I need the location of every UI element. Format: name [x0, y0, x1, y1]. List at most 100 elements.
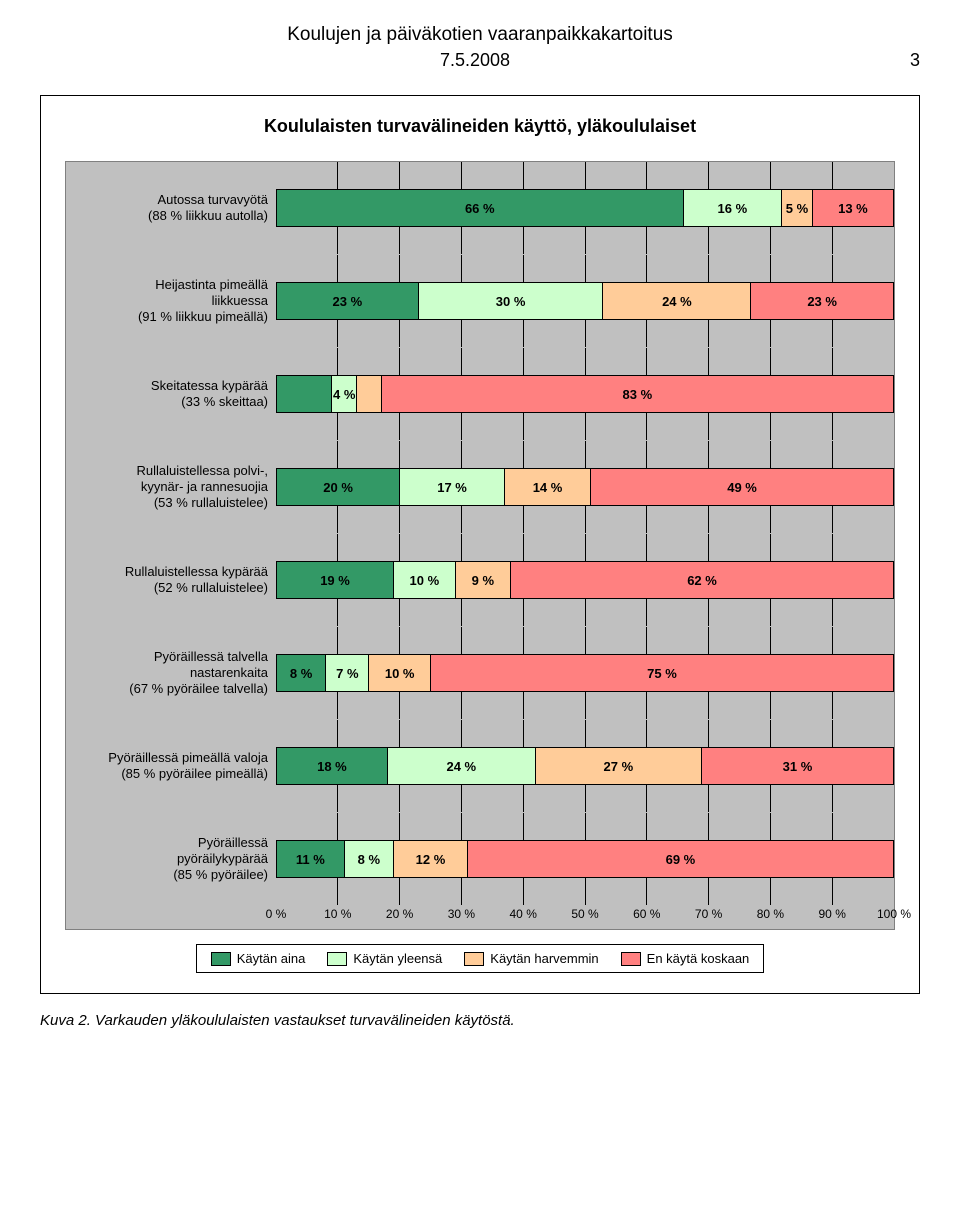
row-label: Heijastinta pimeälläliikkuessa(91 % liik…: [66, 255, 276, 347]
legend-box: Käytän aina Käytän yleensä Käytän harvemmi…: [196, 944, 765, 973]
document-title: Koulujen ja päiväkotien vaaranpaikkakart…: [40, 24, 920, 46]
chart-row: Skeitatessa kypärää(33 % skeittaa) 4 % 83 …: [66, 348, 894, 441]
bar-segment: 17 %: [400, 469, 505, 505]
stacked-bar: 18 %24 %27 %31 %: [276, 747, 894, 785]
chart-caption: Kuva 2. Varkauden yläkoululaisten vastau…: [40, 1012, 920, 1029]
stacked-bar: 20 %17 %14 %49 %: [276, 468, 894, 506]
bar-segment: 13 %: [813, 190, 893, 226]
chart-plot: Autossa turvavyötä(88 % liikkuu autolla)…: [65, 161, 895, 930]
bar-segment: 49 %: [591, 469, 893, 505]
stacked-bar: 8 %7 %10 %75 %: [276, 654, 894, 692]
legend-swatch: [211, 952, 231, 966]
bar-segment: 24 %: [388, 748, 536, 784]
bar-segment: 4 %: [332, 376, 357, 412]
bar-segment: 12 %: [394, 841, 468, 877]
chart-x-axis: 0 %10 %20 %30 %40 %50 %60 %70 %80 %90 %1…: [66, 905, 894, 929]
bar-segment: 9 %: [456, 562, 511, 598]
bar-segment: 10 %: [369, 655, 431, 691]
bar-segment: 66 %: [277, 190, 684, 226]
page: Koulujen ja päiväkotien vaaranpaikkakart…: [0, 0, 960, 1069]
row-plot: 8 %7 %10 %75 %: [276, 627, 894, 719]
row-plot: 66 %16 %5 %13 %: [276, 162, 894, 254]
chart-container: Koululaisten turvavälineiden käyttö, ylä…: [40, 95, 920, 994]
chart-row: Pyöräillessä pimeällä valoja(85 % pyöräi…: [66, 720, 894, 813]
chart-row: Rullaluistellessa polvi-,kyynär- ja rann…: [66, 441, 894, 534]
stacked-bar: 11 %8 %12 %69 %: [276, 840, 894, 878]
bar-segment: 14 %: [505, 469, 591, 505]
row-label: Autossa turvavyötä(88 % liikkuu autolla): [66, 162, 276, 254]
row-label: Pyöräillessä pimeällä valoja(85 % pyöräi…: [66, 720, 276, 812]
row-plot: 20 %17 %14 %49 %: [276, 441, 894, 533]
bar-segment: 16 %: [684, 190, 783, 226]
document-subheader: 7.5.2008 3: [40, 50, 920, 71]
legend-label: Käytän yleensä: [353, 951, 442, 966]
axis-tick: 10 %: [324, 907, 351, 921]
bar-segment: 5 %: [782, 190, 813, 226]
bar-segment: 62 %: [511, 562, 893, 598]
bar-segment: 69 %: [468, 841, 893, 877]
chart-row: Heijastinta pimeälläliikkuessa(91 % liik…: [66, 255, 894, 348]
row-plot: 19 %10 %9 %62 %: [276, 534, 894, 626]
row-label: Rullaluistellessa polvi-,kyynär- ja rann…: [66, 441, 276, 533]
row-label: Pyöräillessä talvellanastarenkaita(67 % …: [66, 627, 276, 719]
legend-label: Käytän aina: [237, 951, 306, 966]
axis-tick: 60 %: [633, 907, 660, 921]
bar-segment: 8 %: [345, 841, 394, 877]
bar-segment: 24 %: [603, 283, 751, 319]
stacked-bar: 23 %30 %24 %23 %: [276, 282, 894, 320]
axis-tick: 30 %: [448, 907, 475, 921]
row-plot: 18 %24 %27 %31 %: [276, 720, 894, 812]
chart-row: Rullaluistellessa kypärää(52 % rullaluis…: [66, 534, 894, 627]
legend-item: En käytä koskaan: [621, 951, 750, 966]
row-label: Pyöräillessäpyöräilykypärää(85 % pyöräil…: [66, 813, 276, 905]
axis-tick: 90 %: [819, 907, 846, 921]
document-date: 7.5.2008: [440, 50, 510, 71]
legend-swatch: [464, 952, 484, 966]
row-plot: 23 %30 %24 %23 %: [276, 255, 894, 347]
legend-swatch: [621, 952, 641, 966]
bar-segment: 83 %: [382, 376, 893, 412]
bar-segment: 7 %: [326, 655, 369, 691]
bar-segment: 75 %: [431, 655, 893, 691]
legend-label: En käytä koskaan: [647, 951, 750, 966]
chart-row: Autossa turvavyötä(88 % liikkuu autolla)…: [66, 162, 894, 255]
legend-item: Käytän aina: [211, 951, 306, 966]
page-number: 3: [910, 50, 920, 71]
bar-segment: 23 %: [751, 283, 893, 319]
chart-title: Koululaisten turvavälineiden käyttö, ylä…: [65, 116, 895, 137]
axis-pad: [66, 905, 276, 929]
bar-segment: 10 %: [394, 562, 456, 598]
bar-segment: [357, 376, 382, 412]
axis-ticks: 0 %10 %20 %30 %40 %50 %60 %70 %80 %90 %1…: [276, 905, 894, 929]
axis-tick: 80 %: [757, 907, 784, 921]
axis-tick: 70 %: [695, 907, 722, 921]
bar-segment: 8 %: [277, 655, 326, 691]
stacked-bar: 66 %16 %5 %13 %: [276, 189, 894, 227]
legend-item: Käytän yleensä: [327, 951, 442, 966]
bar-segment: 18 %: [277, 748, 388, 784]
axis-tick: 40 %: [510, 907, 537, 921]
chart-legend: Käytän aina Käytän yleensä Käytän harvemmi…: [65, 930, 895, 973]
row-plot: 11 %8 %12 %69 %: [276, 813, 894, 905]
stacked-bar: 4 % 83 %: [276, 375, 894, 413]
chart-row: Pyöräillessäpyöräilykypärää(85 % pyöräil…: [66, 813, 894, 905]
axis-tick: 50 %: [571, 907, 598, 921]
bar-segment: 20 %: [277, 469, 400, 505]
bar-segment: 31 %: [702, 748, 893, 784]
chart-rows: Autossa turvavyötä(88 % liikkuu autolla)…: [66, 162, 894, 905]
row-plot: 4 % 83 %: [276, 348, 894, 440]
axis-tick: 20 %: [386, 907, 413, 921]
row-label: Skeitatessa kypärää(33 % skeittaa): [66, 348, 276, 440]
stacked-bar: 19 %10 %9 %62 %: [276, 561, 894, 599]
bar-segment: 27 %: [536, 748, 702, 784]
bar-segment: 19 %: [277, 562, 394, 598]
row-label: Rullaluistellessa kypärää(52 % rullaluis…: [66, 534, 276, 626]
legend-label: Käytän harvemmin: [490, 951, 598, 966]
bar-segment: [277, 376, 332, 412]
legend-swatch: [327, 952, 347, 966]
bar-segment: 23 %: [277, 283, 419, 319]
axis-tick: 0 %: [266, 907, 287, 921]
bar-segment: 11 %: [277, 841, 345, 877]
chart-row: Pyöräillessä talvellanastarenkaita(67 % …: [66, 627, 894, 720]
axis-tick: 100 %: [877, 907, 911, 921]
